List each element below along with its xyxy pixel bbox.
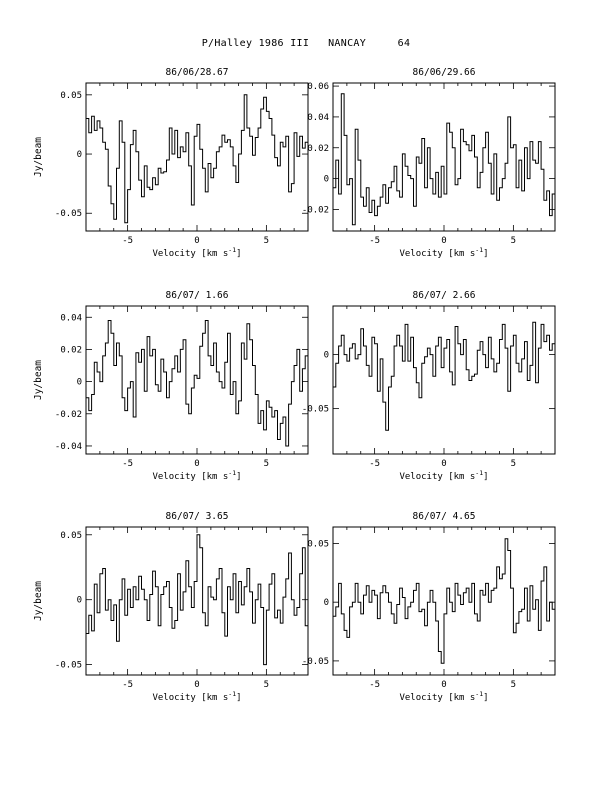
x-axis-label-text: Velocity [km s xyxy=(399,472,475,482)
y-axis-label: Jy/beam xyxy=(33,581,44,621)
x-axis-label-end: ] xyxy=(483,693,488,703)
page-title: P/Halley 1986 III NANCAY 64 xyxy=(201,38,411,49)
spectrum-line xyxy=(86,320,308,447)
x-axis-label-sup: -1 xyxy=(228,246,236,254)
x-axis-label: Velocity [km s-1] xyxy=(152,246,241,259)
x-axis-label-end: ] xyxy=(236,472,241,482)
x-axis-label-sup: -1 xyxy=(228,469,236,477)
plot-frame xyxy=(332,82,556,232)
spectrum-panel-3: -5 0 5 -0.04 -0.02 0 0.02 0.04 86/07/ 1.66 Veloci… xyxy=(33,290,309,482)
spectrum-panel-4: -5 0 5 -0.05 0 86/07/ 2.66 Velocity [km s-1] xyxy=(302,290,556,482)
x-tick-label: 5 xyxy=(511,236,516,246)
y-tick-label: -0.02 xyxy=(302,205,329,215)
y-tick-label: 0.02 xyxy=(60,345,82,355)
y-tick-label: 0 xyxy=(324,351,329,361)
y-axis-label: Jy/beam xyxy=(33,137,44,177)
plot-frame xyxy=(332,305,556,455)
y-tick-label: -0.05 xyxy=(302,657,329,667)
y-tick-label: 0.06 xyxy=(307,82,329,92)
x-axis-label-text: Velocity [km s xyxy=(152,693,228,703)
y-tick-label: -0.02 xyxy=(55,410,82,420)
x-axis-label-end: ] xyxy=(483,249,488,259)
x-tick-label: -5 xyxy=(122,236,133,246)
spectrum-line xyxy=(333,321,555,431)
spectrum-panel-6: -5 0 5 -0.05 0 0.05 86/07/ 4.65 Velocity [km s-… xyxy=(302,511,556,703)
x-axis-label-end: ] xyxy=(236,693,241,703)
x-axis-label-end: ] xyxy=(236,249,241,259)
y-tick-label: -0.04 xyxy=(55,442,82,452)
y-tick-label: 0.02 xyxy=(307,144,329,154)
plot-frame xyxy=(85,305,309,455)
x-axis-label-sup: -1 xyxy=(228,690,236,698)
x-tick-label: 0 xyxy=(194,236,199,246)
x-axis-label: Velocity [km s-1] xyxy=(399,246,488,259)
x-axis-label-text: Velocity [km s xyxy=(152,472,228,482)
x-axis-label: Velocity [km s-1] xyxy=(399,469,488,482)
x-tick-label: -5 xyxy=(122,459,133,469)
x-tick-label: 5 xyxy=(264,459,269,469)
panel-title: 86/07/ 1.66 xyxy=(166,290,229,301)
panel-title: 86/06/29.66 xyxy=(413,67,476,78)
y-tick-label: -0.05 xyxy=(55,661,82,671)
y-tick-label: 0 xyxy=(77,378,82,388)
x-tick-label: -5 xyxy=(369,459,380,469)
y-tick-label: 0 xyxy=(324,598,329,608)
y-tick-label: 0 xyxy=(77,596,82,606)
x-axis-label-sup: -1 xyxy=(475,469,483,477)
x-tick-label: 5 xyxy=(511,459,516,469)
spectrum-panel-5: -5 0 5 -0.05 0 0.05 86/07/ 3.65 Velocity [km s-… xyxy=(33,511,309,703)
x-axis-label-text: Velocity [km s xyxy=(399,693,475,703)
spectrum-panel-1: -5 0 5 -0.05 0 0.05 86/06/28.67 Velocity [km s-… xyxy=(33,67,309,259)
spectrum-panel-2: -5 0 5 -0.02 0 0.02 0.04 0.06 86/06/29.66 Velocit… xyxy=(302,67,556,259)
x-axis-label-end: ] xyxy=(483,472,488,482)
x-tick-label: -5 xyxy=(369,680,380,690)
y-tick-label: 0.04 xyxy=(60,313,82,323)
y-tick-label: 0.05 xyxy=(60,531,82,541)
y-tick-label: 0.05 xyxy=(60,91,82,101)
x-axis-label: Velocity [km s-1] xyxy=(399,690,488,703)
panel-title: 86/07/ 3.65 xyxy=(166,511,229,522)
x-axis-label-text: Velocity [km s xyxy=(399,249,475,259)
spectrum-line xyxy=(333,93,555,226)
y-tick-label: -0.05 xyxy=(302,405,329,415)
y-tick-label: -0.05 xyxy=(55,209,82,219)
y-tick-label: 0.04 xyxy=(307,113,329,123)
spectrum-line xyxy=(86,94,308,224)
x-axis-label: Velocity [km s-1] xyxy=(152,469,241,482)
x-axis-label: Velocity [km s-1] xyxy=(152,690,241,703)
spectrum-line xyxy=(333,538,555,664)
panel-title: 86/07/ 4.65 xyxy=(413,511,476,522)
spectrum-line xyxy=(86,534,308,666)
x-tick-label: 0 xyxy=(194,459,199,469)
x-tick-label: 5 xyxy=(264,680,269,690)
x-tick-label: 5 xyxy=(264,236,269,246)
x-axis-label-sup: -1 xyxy=(475,246,483,254)
panel-title: 86/06/28.67 xyxy=(166,67,229,78)
x-tick-label: -5 xyxy=(122,680,133,690)
x-tick-label: 0 xyxy=(441,459,446,469)
x-tick-label: 0 xyxy=(194,680,199,690)
panel-title: 86/07/ 2.66 xyxy=(413,290,476,301)
x-tick-label: 0 xyxy=(441,680,446,690)
x-axis-label-text: Velocity [km s xyxy=(152,249,228,259)
y-tick-label: 0 xyxy=(324,175,329,185)
x-axis-label-sup: -1 xyxy=(475,690,483,698)
y-axis-label: Jy/beam xyxy=(33,360,44,400)
y-tick-label: 0 xyxy=(77,150,82,160)
x-tick-label: -5 xyxy=(369,236,380,246)
y-tick-label: 0.05 xyxy=(307,539,329,549)
x-tick-label: 0 xyxy=(441,236,446,246)
x-tick-label: 5 xyxy=(511,680,516,690)
